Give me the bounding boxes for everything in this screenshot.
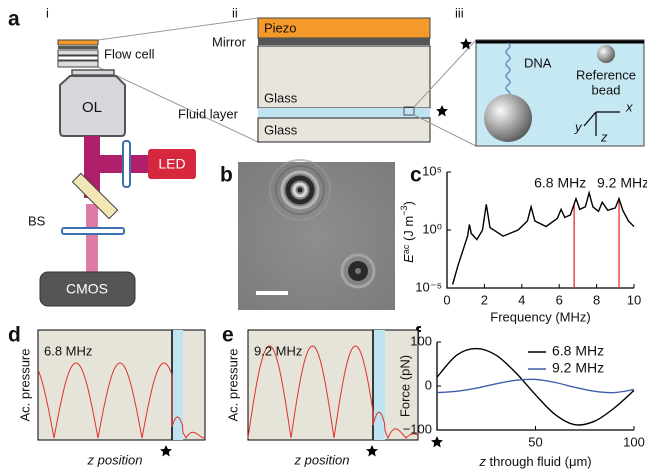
y-tick-label: −100 [403, 421, 432, 436]
label: bead [592, 82, 621, 97]
reference-bead [597, 45, 615, 63]
marker-label: 6.8 MHz [534, 175, 586, 191]
beam [86, 204, 98, 272]
label: Piezo [264, 20, 297, 35]
legend-label: 6.8 MHz [552, 343, 604, 359]
x-axis-label-part: through fluid (μm) [486, 454, 592, 469]
axis-letter: z [600, 129, 608, 144]
y-tick-label: 10⁵ [422, 163, 442, 178]
x-axis-label: Frequency (MHz) [490, 309, 590, 324]
label: BS [28, 213, 46, 228]
marker-label: 9.2 MHz [597, 175, 647, 191]
label: Glass [264, 90, 298, 105]
frequency-label: 9.2 MHz [254, 343, 302, 358]
pressure-panel: Ac. pressure 6.8 MHz z position [17, 330, 205, 467]
y-axis-label: Eac (J m−3) [399, 201, 416, 263]
pressure-panel: Ac. pressure 9.2 MHz z position [225, 330, 418, 467]
micrograph [238, 160, 395, 310]
panel-label: a [8, 8, 20, 31]
legend-label: 9.2 MHz [552, 360, 604, 376]
label: Mirror [212, 34, 247, 49]
label: Glass [264, 122, 298, 137]
flow-cell-glass [58, 50, 98, 55]
lens [62, 228, 124, 234]
label: DNA [524, 55, 552, 70]
panel-label: b [220, 164, 233, 187]
lens [123, 141, 130, 187]
x-axis-label: z through fluid (μm) [478, 454, 591, 469]
y-tick-label: 100 [410, 333, 432, 348]
flow-cell-piezo [58, 40, 98, 45]
objective-top [72, 70, 114, 75]
x-tick-label: 10 [627, 292, 641, 307]
x-tick-label: 6 [556, 292, 563, 307]
y-axis-label-part: −3 [399, 206, 409, 216]
star [431, 436, 443, 448]
flow-cell-fluid [58, 56, 98, 60]
beam [92, 155, 150, 173]
schematic-iii: iii DNA Reference bead x y z [455, 5, 644, 146]
y-axis-label-part: E [401, 254, 416, 263]
sub-label: i [46, 5, 49, 20]
fluid-strip [373, 330, 385, 440]
x-tick-label: 100 [623, 434, 645, 449]
x-tick-label: 2 [481, 292, 488, 307]
y-tick-label: 0 [425, 377, 432, 392]
flow-cell-glass [58, 61, 98, 67]
label: LED [158, 156, 185, 172]
figure: a b c d e f i Flow cell OL LED BS CMOS i… [0, 0, 647, 470]
x-tick-label: 50 [528, 434, 542, 449]
spectrum-line [453, 193, 634, 285]
axis-label: z position [294, 452, 350, 467]
label: Reference [576, 67, 636, 82]
panel-label: e [222, 324, 234, 347]
x-tick-label: 4 [518, 292, 525, 307]
mirror [258, 38, 430, 45]
axis-label: Ac. pressure [225, 349, 240, 422]
bead [484, 94, 532, 142]
frequency-label: 6.8 MHz [44, 343, 92, 358]
force-line [437, 379, 634, 392]
star [436, 105, 448, 117]
star [366, 445, 378, 457]
axis [437, 342, 634, 430]
flow-cell-mirror [58, 46, 98, 49]
schematic-i: i Flow cell OL LED BS CMOS [28, 5, 258, 306]
panel-label: c [410, 164, 422, 187]
label: Flow cell [104, 46, 155, 61]
scale-bar [256, 291, 288, 295]
y-axis-label-part: ) [401, 201, 416, 205]
y-tick-label: 10⁻⁵ [415, 279, 442, 294]
label: OL [82, 99, 102, 116]
axis-label: Ac. pressure [17, 349, 32, 422]
axis-letter: x [625, 99, 633, 114]
y-axis-label-part: (J m [401, 216, 416, 245]
star [160, 445, 172, 457]
sub-label: ii [232, 5, 238, 20]
label: CMOS [66, 281, 108, 297]
x-tick-label: 8 [593, 292, 600, 307]
label: Fluid layer [178, 106, 239, 121]
sub-label: iii [455, 5, 464, 20]
y-tick-label: 10⁰ [422, 221, 442, 236]
y-axis-label-part: ac [401, 244, 411, 254]
y-axis-label: Force (pN) [397, 355, 412, 417]
force-line [437, 349, 634, 425]
panel-label: d [8, 324, 21, 347]
x-tick-label: 0 [443, 292, 450, 307]
star [460, 38, 472, 50]
axis-label: z position [87, 452, 143, 467]
